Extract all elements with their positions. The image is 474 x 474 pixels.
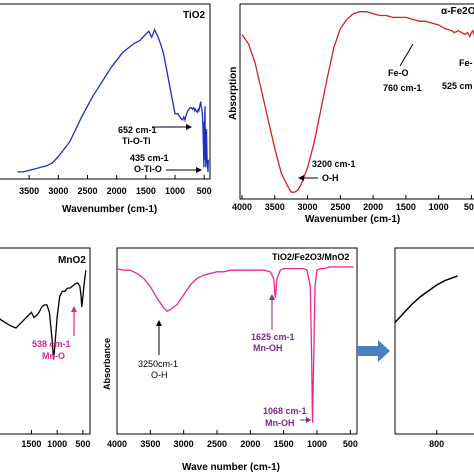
tio2-x-ticks: 3500 3000 2500 2000 1500 1000 500	[19, 175, 212, 196]
fe2o3-x-tick-label-2000: 2000	[363, 202, 383, 212]
composite-y-axis-label: Absorbance	[102, 338, 112, 390]
composite-x-tick-label-3500: 3500	[140, 439, 160, 449]
fe2o3-annotation-525-bond: Fe-	[459, 58, 473, 68]
mno2-spectrum-line	[0, 270, 87, 360]
tio2-annotation-652-arrowhead	[186, 124, 192, 130]
composite-annotation-3250-bond: O-H	[151, 370, 168, 380]
composite-annotation-3250-value: 3250cm-1	[138, 359, 178, 369]
composite-annotation-1068-bond: Mn-OH	[265, 418, 295, 428]
fe2o3-x-tick-label-3500: 3500	[265, 202, 285, 212]
fe2o3-annotation-760-arrow	[399, 43, 414, 67]
mno2-panel-label: MnO2	[58, 255, 86, 266]
zoom-panel: 800	[394, 247, 474, 449]
composite-x-tick-label-1500: 1500	[274, 439, 294, 449]
mno2-x-ticks: 1500 1000 500	[21, 430, 90, 449]
mno2-annotation-538-arrowhead	[71, 306, 77, 312]
zoom-spectrum-line	[394, 275, 458, 324]
tio2-x-tick-label-1500: 1500	[136, 186, 156, 196]
fe2o3-x-ticks: 4000 3500 3000 2500 2000 1500 1000 500	[232, 195, 474, 212]
mno2-plot-frame	[0, 247, 91, 435]
fe2o3-annotation-760-value: 760 cm-1	[383, 83, 422, 93]
composite-annotation-1625-arrowhead	[269, 294, 275, 300]
fe2o3-annotation-3200-value: 3200 cm-1	[312, 159, 356, 169]
tio2-x-tick-label-2000: 2000	[107, 186, 127, 196]
fe2o3-annotation-525-value: 525 cm	[442, 81, 473, 91]
mno2-annotation-538-value: 538 cm-1	[32, 339, 71, 349]
tio2-x-tick-label-1000: 1000	[165, 186, 185, 196]
fe2o3-x-tick-label-500: 500	[464, 202, 474, 212]
fe2o3-annotation-3200-bond: O-H	[322, 173, 339, 183]
tio2-panel-label: TiO2	[183, 10, 205, 21]
zoom-plot-frame	[394, 247, 474, 435]
mno2-x-tick-label-1500: 1500	[21, 439, 41, 449]
fe2o3-panel-label: α-Fe2O	[441, 6, 474, 17]
composite-x-tick-label-2500: 2500	[207, 439, 227, 449]
composite-annotation-1625-bond: Mn-OH	[253, 343, 283, 353]
tio2-annotation-652-value: 652 cm-1	[118, 125, 157, 135]
tio2-panel: 3500 3000 2500 2000 1500 1000 500 TiO2 Wavenum…	[0, 3, 212, 215]
composite-annotation-1625-value: 1625 cm-1	[251, 332, 295, 342]
tio2-x-tick-label-3500: 3500	[19, 186, 39, 196]
fe2o3-plot-frame	[239, 3, 474, 200]
tio2-plot-frame	[0, 3, 211, 180]
tio2-x-axis-label: Wavenumber (cm-1)	[62, 204, 157, 215]
composite-plot-frame	[116, 247, 358, 435]
fe2o3-x-tick-label-3000: 3000	[298, 202, 318, 212]
tio2-x-tick-label-2500: 2500	[77, 186, 97, 196]
fe2o3-annotation-3200-arrowhead	[298, 175, 304, 181]
mno2-x-tick-label-500: 500	[75, 439, 90, 449]
tio2-annotation-435-arrowhead	[196, 167, 202, 173]
tio2-annotation-652-bond: Ti-O-Ti	[122, 136, 151, 146]
composite-x-axis-label: Wave number (cm-1)	[182, 462, 280, 473]
composite-panel-label: TiO2/Fe2O3/MnO2	[272, 252, 349, 262]
composite-x-tick-label-1000: 1000	[307, 439, 327, 449]
fe2o3-x-tick-label-1000: 1000	[429, 202, 449, 212]
composite-panel: 4000 3500 3000 2500 2000 1500 1000 500 TiO2/Fe2…	[102, 247, 358, 473]
zoom-x-ticks: 800	[429, 430, 444, 449]
fe2o3-spectrum-line	[241, 11, 474, 193]
composite-x-tick-label-500: 500	[343, 439, 358, 449]
fe2o3-y-axis-label: Absorption	[228, 67, 239, 120]
tio2-annotation-435-value: 435 cm-1	[130, 153, 169, 163]
fe2o3-x-tick-label-2500: 2500	[330, 202, 350, 212]
composite-annotation-1068-value: 1068 cm-1	[263, 406, 307, 416]
tio2-x-tick-label-3000: 3000	[48, 186, 68, 196]
composite-x-ticks: 4000 3500 3000 2500 2000 1500 1000 500	[107, 430, 358, 449]
mno2-x-tick-label-1000: 1000	[47, 439, 67, 449]
composite-x-tick-label-4000: 4000	[107, 439, 127, 449]
tio2-annotation-435-bond: O-Ti-O	[134, 164, 162, 174]
mno2-panel: 1500 1000 500 MnO2 538 cm-1 Mn-O	[0, 247, 91, 449]
composite-x-tick-label-2000: 2000	[240, 439, 260, 449]
fe2o3-x-axis-label: Wavenumber (cm-1)	[305, 214, 400, 225]
zoom-x-tick-label-800: 800	[429, 439, 444, 449]
tio2-spectrum-line	[17, 28, 209, 173]
panel-transition-arrow	[357, 340, 390, 362]
tio2-x-tick-label-500: 500	[197, 186, 212, 196]
fe2o3-panel: 4000 3500 3000 2500 2000 1500 1000 500 α-Fe2O A…	[228, 3, 474, 225]
composite-annotation-1068-arrowhead	[306, 417, 311, 423]
composite-spectrum-line	[116, 266, 354, 423]
composite-annotation-3250-arrowhead	[156, 320, 162, 326]
fe2o3-x-tick-label-1500: 1500	[396, 202, 416, 212]
mno2-annotation-538-bond: Mn-O	[42, 351, 65, 361]
fe2o3-annotation-760-bond: Fe-O	[388, 68, 409, 78]
composite-x-tick-label-3000: 3000	[174, 439, 194, 449]
fe2o3-x-tick-label-4000: 4000	[232, 202, 252, 212]
